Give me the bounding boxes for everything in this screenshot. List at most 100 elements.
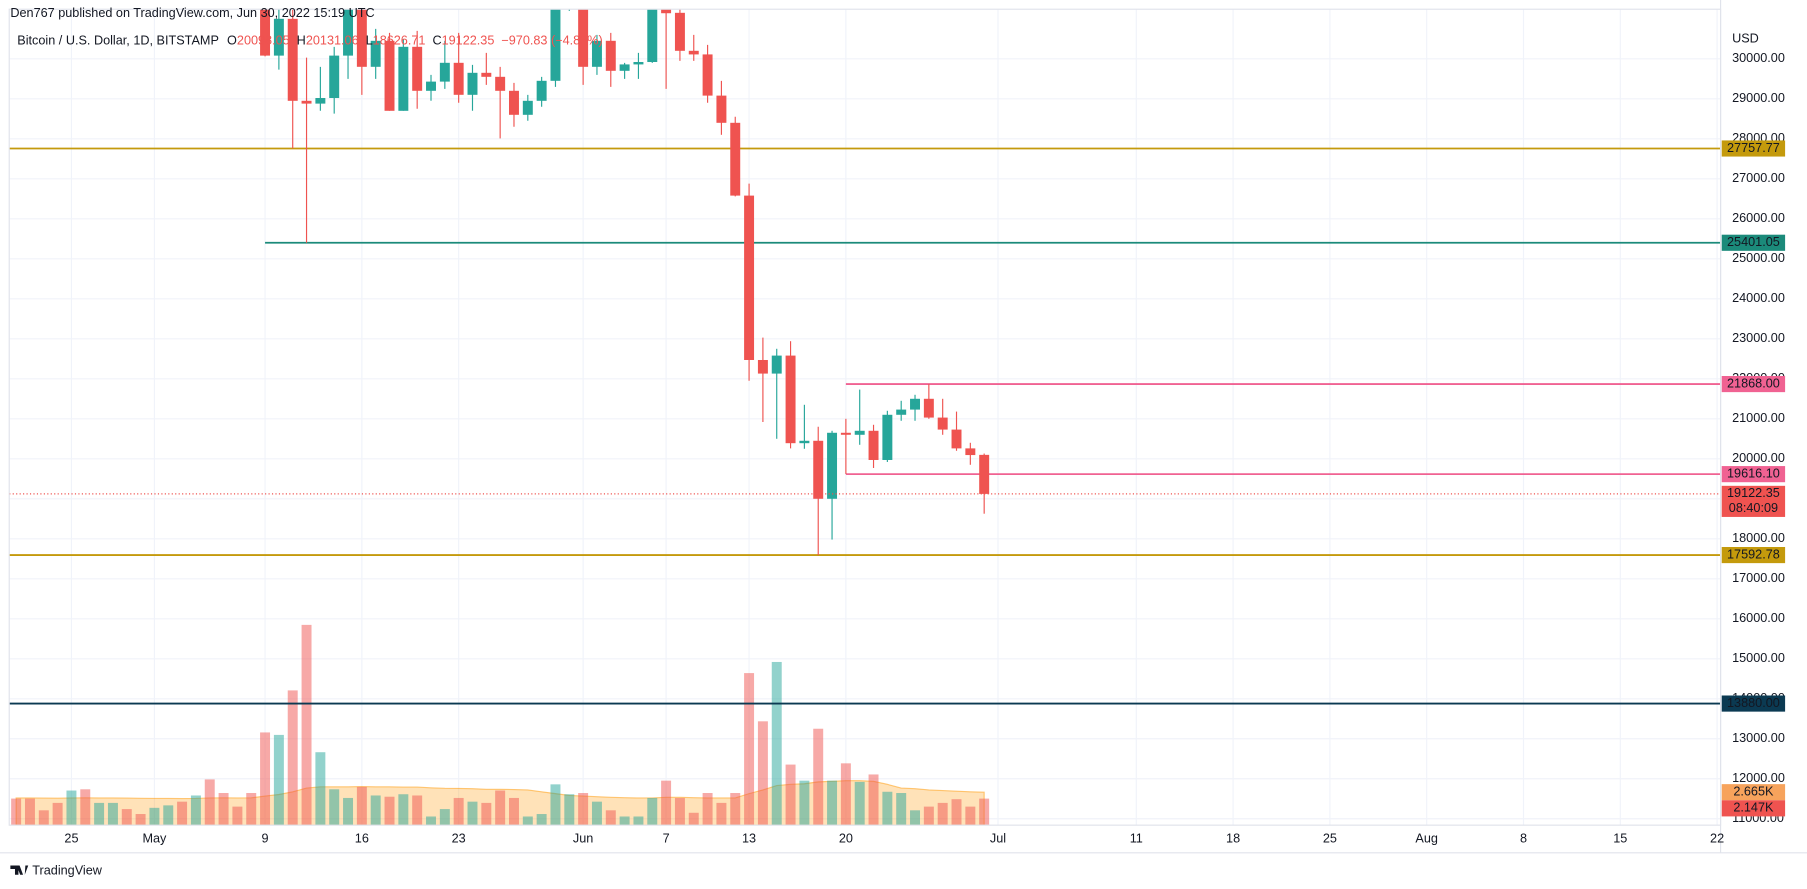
candle-body [287,18,298,101]
volume-bar [481,802,492,826]
candle-body [647,9,658,63]
candle-body [453,62,464,95]
x-tick-label: 25 [64,831,78,845]
y-tick-label: 29000.00 [1732,91,1785,105]
x-tick-label: 13 [742,831,756,845]
candle-body [757,359,768,374]
candle-body [578,9,589,67]
candle-body [329,55,340,99]
volume-bar [66,790,77,826]
candle-body [910,398,921,410]
level-label: 19616.10 [1727,466,1780,480]
volume-label: 2.665K [1733,785,1774,799]
volume-bar [785,764,796,826]
level-label: 13880.00 [1727,696,1780,710]
ohlc-label: L [366,34,373,48]
volume-bar [937,802,948,826]
x-tick-label: Aug [1415,831,1438,845]
brand: TradingView [32,864,103,878]
volume-bar [827,780,838,826]
x-tick-label: Jun [573,831,593,845]
volume-bar [979,798,990,826]
x-tick-label: 7 [663,831,670,845]
candle-body [674,12,685,51]
x-tick-label: 9 [262,831,269,845]
x-tick-label: 25 [1323,831,1337,845]
candle-body [716,95,727,123]
volume-bar [910,810,921,826]
volume-label: 2.147K [1733,801,1774,815]
candle-body [619,64,630,71]
candle-body [536,80,547,101]
y-tick-label: 30000.00 [1732,51,1785,65]
volume-bar [813,728,824,826]
candle-body [509,90,519,115]
y-tick-label: 20000.00 [1732,451,1785,465]
grid [9,9,1721,826]
candle-body [840,432,851,435]
volume-bar [370,795,381,826]
level-label: 25401.05 [1727,235,1780,249]
y-tick-label: 24000.00 [1732,291,1785,305]
candle-body [412,46,423,91]
ohlc-value: 20098.05 [237,34,290,48]
volume-bar [232,806,243,826]
volume-bar [121,809,132,826]
candle-body [522,100,533,115]
candle-body [799,440,810,444]
candle-body [467,72,478,95]
x-tick-label: 23 [452,831,466,845]
x-tick-label: Jul [990,831,1006,845]
volume-bar [578,793,589,826]
candle-body [827,432,838,499]
candle-body [923,398,934,418]
candle-body [854,430,865,435]
volume-label-bg [1721,784,1786,801]
volume-bar [287,690,298,826]
volume-bar [38,810,49,826]
x-tick-label: 15 [1613,831,1627,845]
currency: USD [1732,32,1759,46]
legend: Bitcoin / U.S. Dollar, 1D, BITSTAMP O200… [17,34,602,48]
candle-body [370,40,381,67]
x-tick-label: 11 [1130,831,1143,845]
candle-body [343,9,354,56]
volume-bar [923,806,934,826]
volume-bar [896,793,907,826]
candle-body [260,9,271,56]
level-label: 21868.00 [1727,376,1780,390]
volume-bar [384,796,395,826]
candle-body [868,430,879,460]
volume-bar [163,805,174,826]
level-label: 27757.77 [1727,141,1780,155]
level-label-bg [1721,376,1786,393]
volume-bar [495,790,506,826]
volume-bar [315,752,326,826]
y-tick-label: 13000.00 [1732,731,1785,745]
volume-bar [467,801,478,826]
volume-bar [246,793,257,826]
candle-body [730,122,741,196]
candle-body [633,62,644,65]
volume-bar [633,816,644,826]
volume-bar [840,763,851,826]
candle-body [771,355,782,374]
volume-bar [702,793,713,826]
volume-bar [412,795,423,826]
volume-bar [439,809,450,826]
y-tick-label: 23000.00 [1732,331,1785,345]
y-tick-label: 21000.00 [1732,411,1785,425]
volume-bar [509,797,519,826]
candle-body [384,40,395,111]
volume-bar [398,794,409,826]
volume-bar [52,802,63,826]
volume-bar [522,816,533,826]
candle-body [951,429,962,449]
volume-bar [329,789,340,826]
level-label-bg [1721,466,1786,483]
candles [9,9,1721,556]
candle-body [481,72,492,77]
candle-body [979,454,990,494]
logo-icon [10,865,29,875]
